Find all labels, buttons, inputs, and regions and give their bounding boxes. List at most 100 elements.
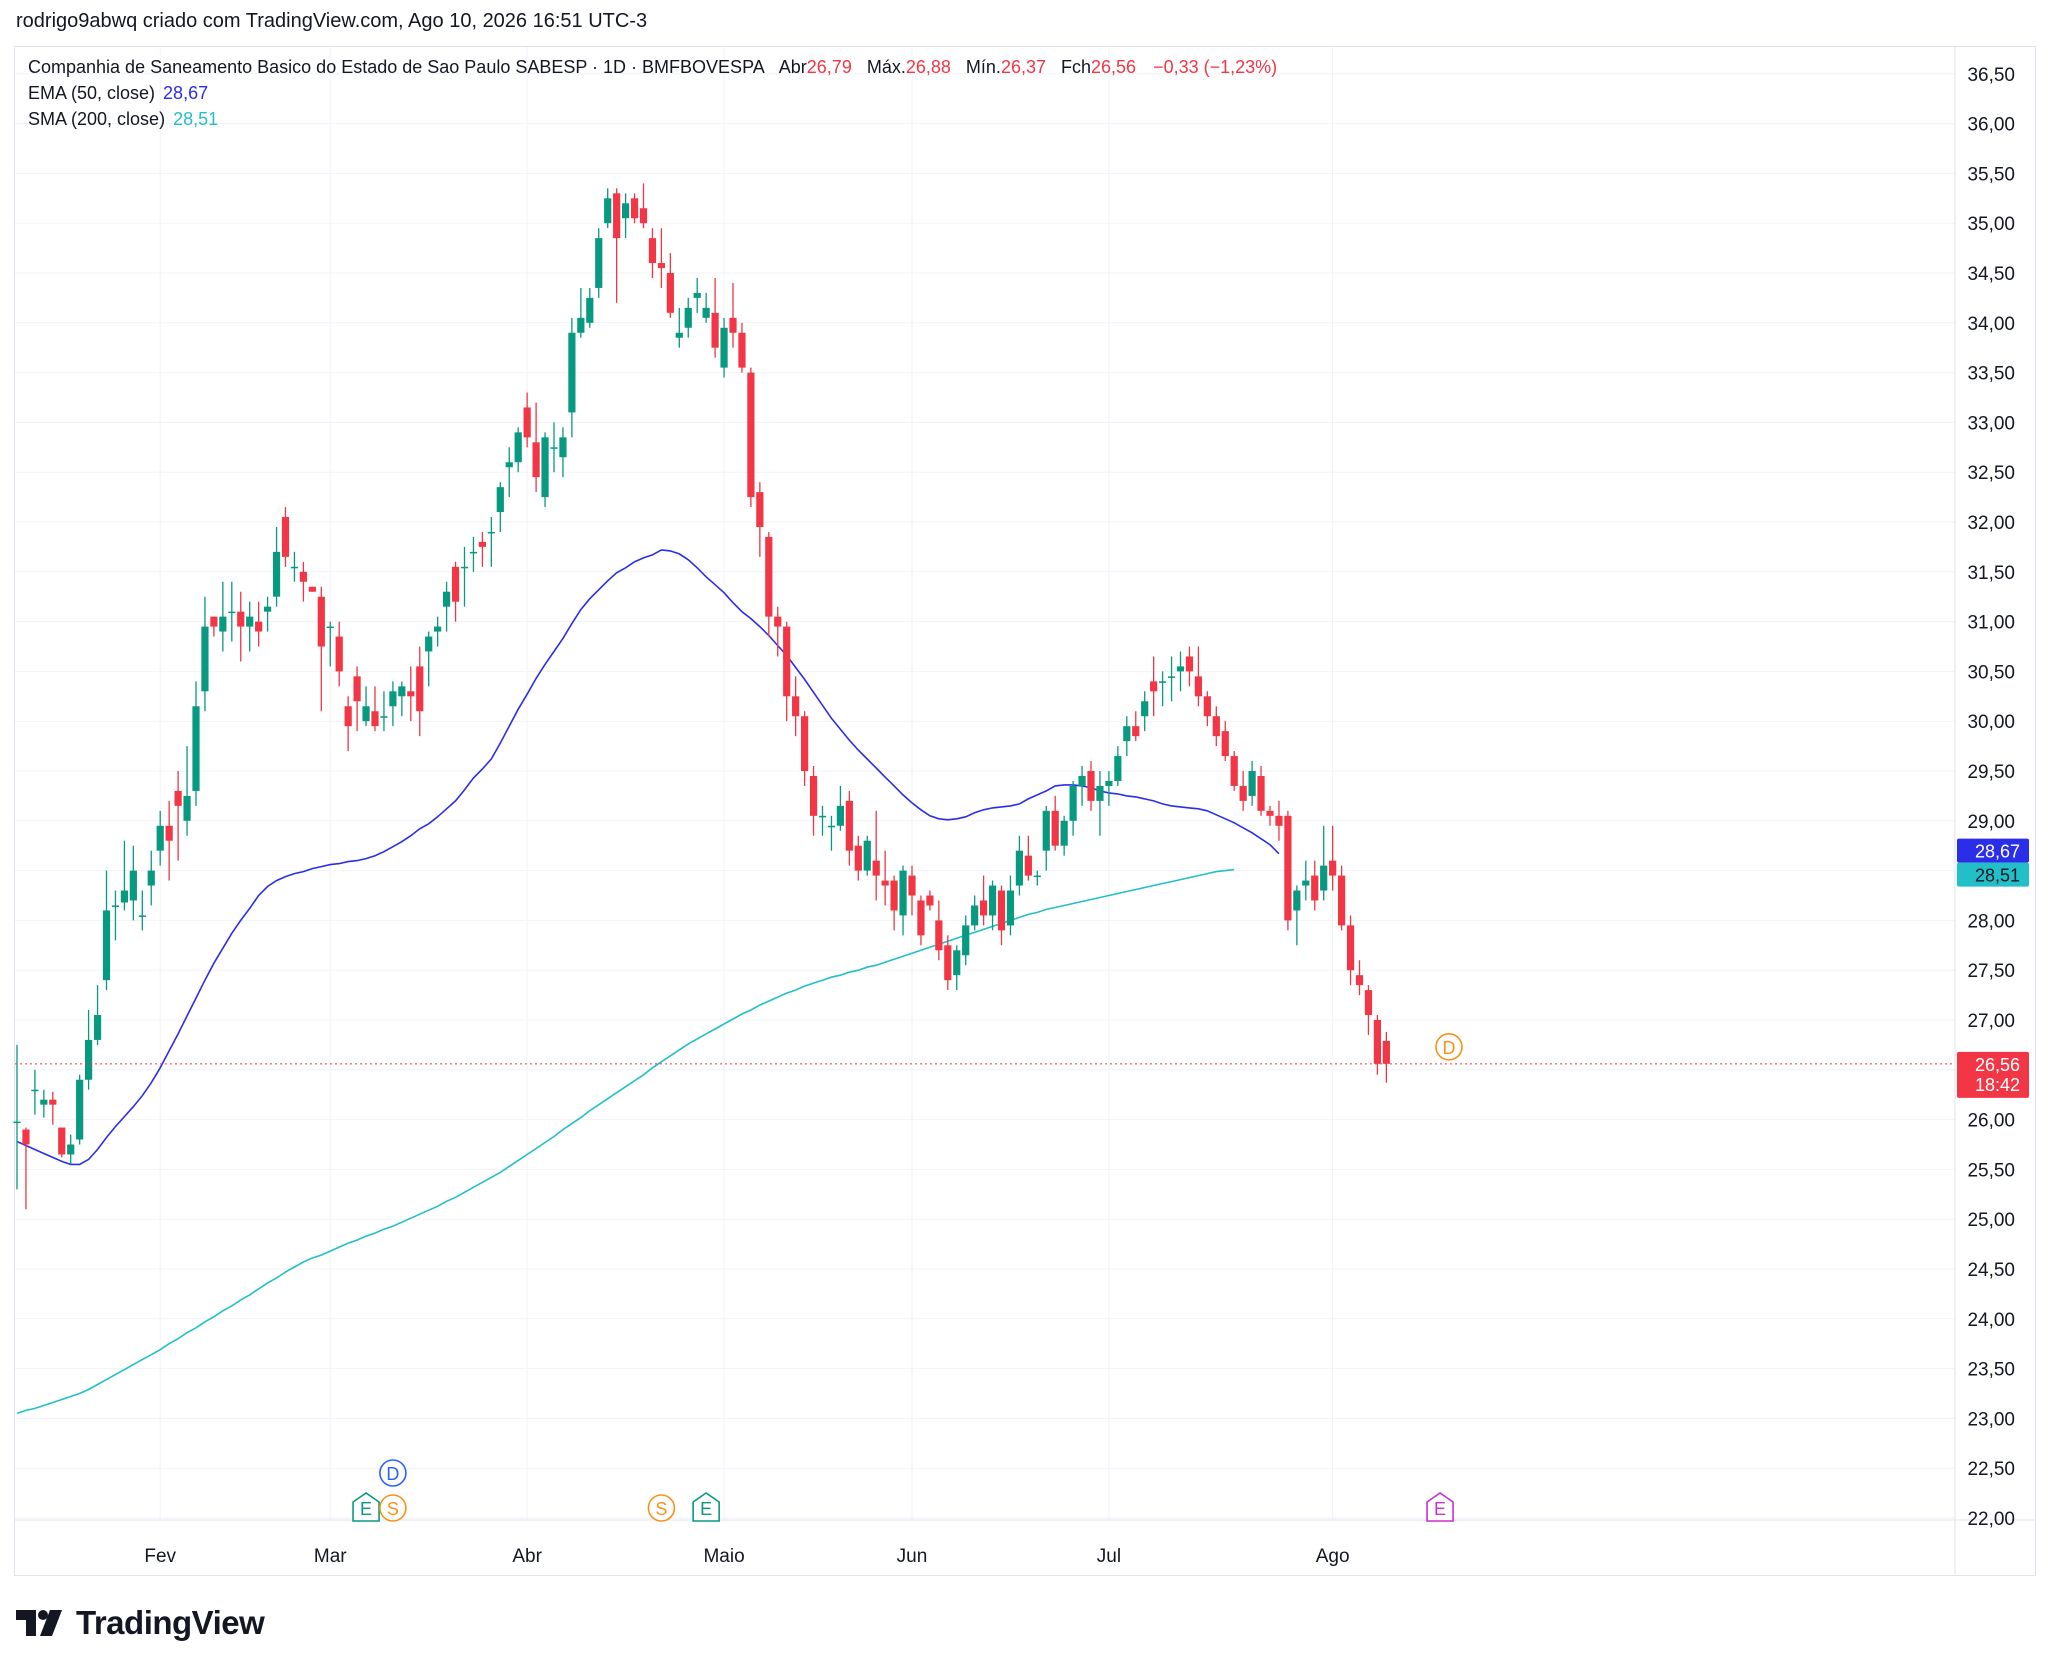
candle-body	[380, 716, 388, 718]
candle	[1069, 780, 1077, 836]
y-tick-label: 23,50	[1967, 1360, 2015, 1381]
candle	[22, 1127, 30, 1210]
candle	[827, 815, 836, 851]
legend-ema-row[interactable]: EMA (50, close) 28,67	[28, 80, 1277, 106]
candle	[1024, 835, 1032, 881]
candle	[944, 935, 952, 991]
candle-body	[1060, 820, 1068, 846]
y-tick-label: 27,00	[1967, 1011, 2015, 1032]
candle-body	[1320, 865, 1328, 891]
candle-body	[344, 706, 352, 727]
candle-body	[85, 1039, 93, 1080]
tradingview-logo[interactable]: TradingView	[16, 1604, 265, 1642]
candle	[31, 1069, 39, 1115]
candle-body	[675, 332, 683, 338]
legend-ohlc-row: Companhia de Saneamento Basico do Estado…	[28, 54, 1277, 80]
candle-body	[40, 1099, 48, 1105]
moving-averages	[16, 549, 1280, 1415]
sma-value: 28,51	[173, 109, 219, 129]
candle-body	[774, 616, 782, 627]
candle	[335, 621, 343, 687]
candle	[747, 367, 755, 508]
candle	[165, 800, 173, 881]
y-tick-label: 25,50	[1967, 1160, 2015, 1181]
candle-body	[407, 691, 415, 697]
candle	[675, 307, 683, 348]
candle	[890, 875, 898, 931]
candle-body	[1015, 850, 1023, 886]
candle	[962, 915, 970, 966]
candle	[1302, 860, 1310, 901]
candle	[1239, 771, 1247, 811]
candle	[899, 865, 907, 936]
candle-body	[729, 317, 737, 333]
y-axis: 22,00 22,50 23,00 23,50 24,00 24,50 25,00 25,50…	[1957, 65, 2029, 1530]
candle	[40, 1089, 48, 1118]
event-marker-e[interactable]: E	[1426, 1492, 1454, 1522]
candle-body	[801, 716, 809, 771]
candle	[1364, 985, 1373, 1035]
candle	[192, 681, 200, 806]
candle	[272, 526, 281, 607]
candle-body	[1230, 756, 1238, 786]
candle-body	[264, 606, 272, 612]
candle-body	[935, 920, 943, 951]
candle-body	[58, 1127, 66, 1155]
candle-body	[1203, 696, 1211, 717]
high-label: Máx.	[866, 57, 906, 77]
candle-body	[290, 566, 299, 569]
candle-body	[818, 815, 827, 818]
candle-body	[425, 636, 433, 652]
candle	[407, 666, 415, 722]
candle	[398, 681, 406, 717]
candle-body	[1132, 726, 1140, 737]
open-value: 26,79	[806, 57, 852, 77]
y-tick-label: 28,00	[1967, 911, 2015, 932]
candle-body	[317, 596, 325, 647]
candle-body	[1087, 771, 1095, 801]
candle	[980, 875, 988, 926]
event-marker-e[interactable]: E	[352, 1492, 380, 1522]
earnings-icon	[352, 1492, 380, 1522]
event-marker-s[interactable]: S	[647, 1494, 676, 1522]
legend-sma-row[interactable]: SMA (200, close) 28,51	[28, 106, 1277, 132]
candle	[1105, 771, 1113, 806]
current-price-label: 26,56	[1975, 1055, 2020, 1075]
candle	[648, 228, 657, 278]
event-marker-letter: D	[1443, 1038, 1456, 1058]
candle	[1266, 805, 1274, 826]
candle	[1338, 865, 1346, 931]
candle-body	[1329, 860, 1337, 876]
candle-body	[451, 566, 460, 602]
event-marker-d[interactable]: D	[379, 1459, 407, 1487]
candle	[255, 601, 263, 647]
candle	[138, 890, 146, 931]
event-marker-e[interactable]: E	[692, 1492, 720, 1522]
candle-body	[1051, 810, 1059, 846]
candle	[1320, 825, 1328, 901]
candle	[622, 193, 630, 239]
candle-body	[156, 825, 164, 851]
candle	[1284, 810, 1292, 931]
candle	[443, 581, 451, 632]
close-value: 26,56	[1091, 57, 1137, 77]
candle-body	[899, 870, 907, 916]
event-marker-s[interactable]: S	[379, 1494, 407, 1522]
candle-body	[630, 198, 639, 219]
candle-body	[272, 551, 281, 597]
y-tick-label: 31,50	[1967, 563, 2015, 584]
earnings-icon	[692, 1492, 720, 1522]
event-marker-d[interactable]: D	[1435, 1033, 1463, 1061]
y-tick-label: 31,00	[1967, 613, 2015, 634]
candle	[1230, 751, 1238, 791]
open-label: Abr	[778, 57, 807, 77]
candle-body	[219, 616, 227, 632]
y-tick-label: 34,50	[1967, 264, 2015, 285]
candle-body	[201, 626, 209, 692]
candle-body	[1355, 975, 1364, 986]
candle	[389, 681, 397, 727]
y-tick-label: 26,00	[1967, 1111, 2015, 1132]
candle	[1248, 761, 1256, 806]
candle-body	[389, 691, 397, 707]
